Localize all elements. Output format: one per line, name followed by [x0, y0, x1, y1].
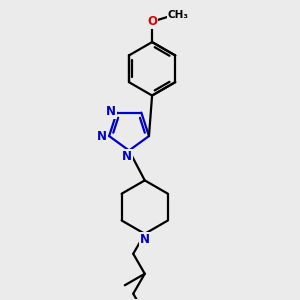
- Text: N: N: [97, 130, 107, 142]
- Text: CH₃: CH₃: [168, 10, 189, 20]
- Text: N: N: [106, 105, 116, 118]
- Text: N: N: [122, 150, 132, 163]
- Text: N: N: [140, 233, 150, 246]
- Text: O: O: [147, 15, 157, 28]
